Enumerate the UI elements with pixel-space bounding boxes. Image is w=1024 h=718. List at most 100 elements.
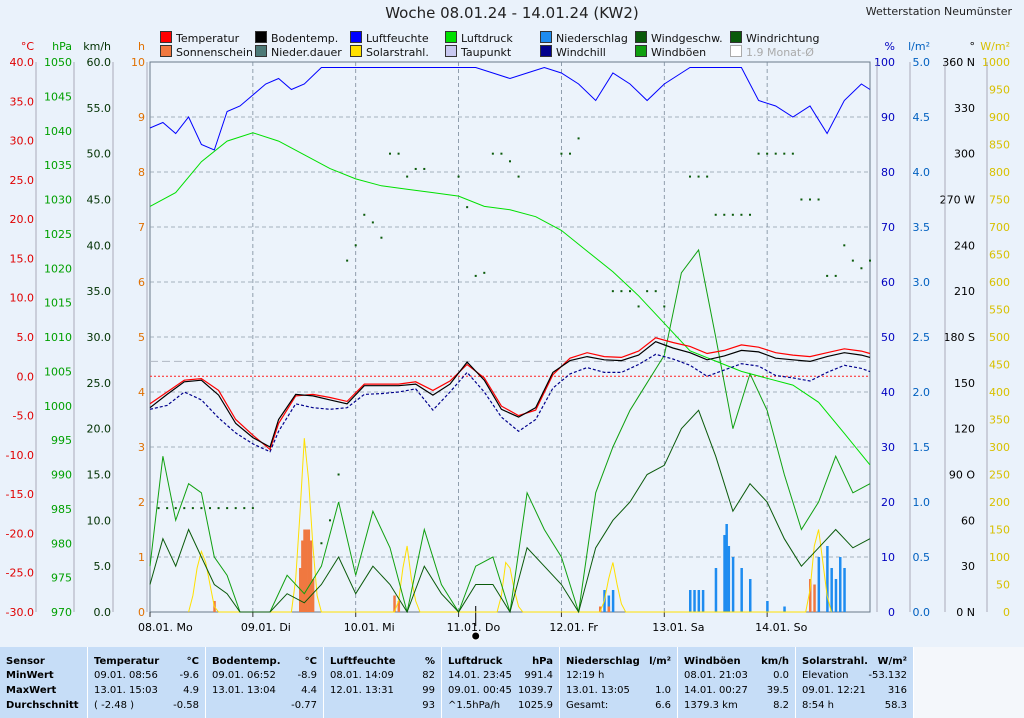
- day-label: 08.01. Mo: [138, 621, 193, 634]
- pressure-axis-tick: 1045: [44, 90, 72, 103]
- wind-direction-point: [637, 305, 640, 308]
- wind-direction-point: [509, 160, 511, 163]
- weather-chart: 08.01. Mo 09.01. Di 10.01. Mi 11.01. Do 12.0…: [6, 40, 1010, 641]
- rain-axis-tick: 2.0: [913, 386, 931, 399]
- hours-axis-tick: 8: [138, 166, 145, 179]
- precip-bar: [766, 601, 769, 612]
- stats-cell-value: 991.4: [524, 670, 553, 681]
- direction-axis-tick: 30: [961, 560, 975, 573]
- solar-axis-tick: 500: [989, 331, 1010, 344]
- wind-axis-tick: 5.0: [94, 560, 112, 573]
- humidity-axis-tick: 60: [881, 276, 895, 289]
- legend-label: Windgeschw.: [651, 32, 723, 45]
- legend-label: Solarstrahl.: [366, 46, 429, 59]
- wind-direction-point: [354, 244, 357, 247]
- legend-label: Nieder.dauer: [271, 46, 342, 59]
- stats-cell-value: 4.4: [301, 685, 317, 696]
- solar-axis-tick: 1000: [982, 56, 1010, 69]
- legend-label: Sonnenschein: [176, 46, 253, 59]
- solar-axis-tick: 100: [989, 551, 1010, 564]
- wind-direction-point: [569, 152, 571, 155]
- stats-column-unit: hPa: [532, 656, 553, 667]
- solar-axis-tick: 750: [989, 194, 1010, 207]
- wind-direction-point: [483, 271, 486, 274]
- legend-swatch: [160, 31, 172, 43]
- rain-axis-tick: 3.0: [913, 276, 931, 289]
- wind-axis-tick: 35.0: [87, 285, 112, 298]
- solar-axis-tick: 700: [989, 221, 1010, 234]
- stats-column: Luftfeuchte% 08.01. 14:09 82 12.01. 13:31 99…: [324, 647, 442, 718]
- stats-cell-value: -0.77: [291, 700, 317, 711]
- hours-axis-tick: 6: [138, 276, 145, 289]
- sunshine-bar: [397, 601, 401, 612]
- precip-bar: [725, 524, 728, 612]
- stats-cell-value: 39.5: [766, 685, 789, 696]
- wind-direction-point: [389, 152, 391, 155]
- stats-row-labels: Sensor MinWert MaxWert Durchschnitt: [0, 647, 88, 718]
- stats-cell-value: -0.58: [173, 700, 199, 711]
- wind-direction-point: [217, 507, 220, 510]
- legend-swatch: [730, 31, 742, 43]
- wind-direction-point: [766, 152, 769, 155]
- temp-axis-tick: 5.0: [17, 331, 35, 344]
- hours-axis-tick: 7: [138, 221, 145, 234]
- precip-bar: [826, 546, 829, 612]
- solar-axis-tick: 400: [989, 386, 1010, 399]
- wind-axis-tick: 30.0: [87, 331, 112, 344]
- humidity-axis-tick: 70: [881, 221, 895, 234]
- wind-direction-point: [457, 175, 460, 178]
- stats-cell-label: 12:19 h: [566, 670, 605, 681]
- humidity-axis-tick: 90: [881, 111, 895, 124]
- solar-axis-tick: 550: [989, 304, 1010, 317]
- rain-axis-tick: 4.5: [913, 111, 931, 124]
- stats-column-title: Temperatur: [94, 656, 160, 667]
- rain-axis-tick: 0.5: [913, 551, 931, 564]
- now-marker-icon: [471, 631, 481, 641]
- wind-direction-point: [629, 290, 631, 293]
- legend-label: Niederschlag: [556, 32, 628, 45]
- pressure-axis-tick: 1035: [44, 159, 72, 172]
- stats-cell-label: 09.01. 00:45: [448, 685, 512, 696]
- temp-axis-tick: -30.0: [6, 606, 34, 619]
- day-label: 13.01. Sa: [652, 621, 704, 634]
- windchill-line: [149, 353, 871, 453]
- precip-bar: [723, 535, 726, 612]
- direction-axis-tick: 300: [954, 148, 975, 161]
- legend-label: Taupunkt: [461, 46, 512, 59]
- solar-axis-tick: 600: [989, 276, 1010, 289]
- chart-title: Woche 08.01.24 - 14.01.24 (KW2): [385, 4, 639, 22]
- stats-cell-label: Elevation: [802, 670, 849, 681]
- solar-axis-tick: 650: [989, 249, 1010, 262]
- solar-axis-tick: 200: [989, 496, 1010, 509]
- humidity-axis-tick: 0: [888, 606, 895, 619]
- stats-column-title: Luftfeuchte: [330, 656, 396, 667]
- stats-cell-label: 14.01. 23:45: [448, 670, 512, 681]
- solar-axis-tick: 150: [989, 524, 1010, 537]
- pressure-axis-tick: 1040: [44, 125, 72, 138]
- wind-direction-point: [706, 175, 709, 178]
- stats-cell-label: 14.01. 00:27: [684, 685, 748, 696]
- wind-axis-tick: 60.0: [87, 56, 112, 69]
- legend-item: Luftdruck: [445, 31, 513, 45]
- precip-bar: [749, 579, 752, 612]
- legend-item: Windchill: [540, 45, 606, 59]
- temp-axis-tick: 25.0: [10, 174, 35, 187]
- humidity-axis-unit: %: [885, 40, 895, 53]
- direction-axis-tick: 90 O: [949, 469, 975, 482]
- stats-cell-value: 99: [422, 685, 435, 696]
- precip-bar: [689, 590, 692, 612]
- stats-cell-label: 13.01. 15:03: [94, 685, 158, 696]
- precip-bar: [611, 590, 615, 612]
- stats-cell-value: 93: [422, 700, 435, 711]
- stats-row-label: MinWert: [6, 670, 54, 681]
- stats-column: Bodentemp. °C 09.01. 06:52 -8.9 13.01. 13:04…: [206, 647, 324, 718]
- stats-column: Temperatur °C 09.01. 08:56 -9.6 13.01. 15:03…: [88, 647, 206, 718]
- stats-column-title: Solarstrahl.: [802, 656, 868, 667]
- wind-direction-point: [834, 274, 837, 277]
- stats-column-title: Bodentemp.: [212, 656, 281, 667]
- wind-axis-tick: 50.0: [87, 148, 112, 161]
- legend-label: Windchill: [556, 46, 606, 59]
- precip-bar: [839, 557, 842, 612]
- hours-axis-tick: 10: [131, 56, 145, 69]
- wind-axis-tick: 20.0: [87, 423, 112, 436]
